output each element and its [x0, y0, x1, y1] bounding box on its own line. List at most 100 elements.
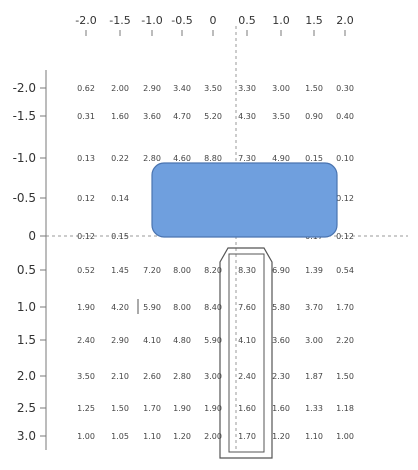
- grid-cell-value: 0.62: [77, 84, 95, 93]
- grid-cell-value: 1.70: [336, 303, 354, 312]
- grid-cell-value: 2.60: [143, 372, 161, 381]
- grid-cell-value: 0.12: [77, 194, 95, 203]
- overlay-shapes: [137, 162, 338, 459]
- grid-cell-value: 3.40: [173, 84, 191, 93]
- left-axis-tick-label: 0: [28, 229, 36, 243]
- grid-cell-value: 1.05: [111, 432, 129, 441]
- blue-rounded-block: [151, 162, 338, 238]
- grid-cell-value: 2.00: [111, 84, 129, 93]
- grid-cell-value: 1.70: [143, 404, 161, 413]
- grid-cell-value: 4.70: [173, 112, 191, 121]
- grid-cell-value: 3.00: [204, 372, 222, 381]
- grid-cell-value: 1.60: [238, 404, 256, 413]
- grid-cell-value: 2.90: [143, 84, 161, 93]
- grid-cell-value: 4.10: [143, 336, 161, 345]
- grid-cell-value: 3.50: [204, 84, 222, 93]
- grid-cell-value: 0.12: [336, 194, 354, 203]
- grid-cell-value: 0.12: [77, 232, 95, 241]
- grid-cell-value: 4.20: [111, 303, 129, 312]
- grid-cell-value: 1.60: [111, 112, 129, 121]
- grid-cell-value: 0.12: [336, 232, 354, 241]
- grid-cell-value: 6.90: [272, 266, 290, 275]
- grid-cell-value: 7.60: [238, 303, 256, 312]
- left-axis-tick-label: 0.5: [17, 263, 36, 277]
- left-axis-tick-label: 1.0: [17, 300, 36, 314]
- grid-cell-value: 4.30: [238, 112, 256, 121]
- left-axis-tick-label: 2.0: [17, 369, 36, 383]
- grid-cell-value: 3.30: [238, 84, 256, 93]
- left-axis-tick-label: -1.0: [13, 151, 36, 165]
- grid-cell-value: 8.00: [173, 303, 191, 312]
- grid-cell-value: 1.10: [305, 432, 323, 441]
- left-axis-tick-label: 2.5: [17, 401, 36, 415]
- grid-cell-value: 0.52: [77, 266, 95, 275]
- grid-cell-value: 3.60: [272, 336, 290, 345]
- grid-cell-value: 4.60: [173, 154, 191, 163]
- top-axis-tick-label: -1.0: [141, 14, 162, 27]
- grid-cell-value: 1.25: [77, 404, 95, 413]
- grid-cell-value: 1.18: [336, 404, 354, 413]
- axes: -2.0 -1.5 -1.0 -0.5 0 0.5 1.0 1.5 2.0 -2.0 -1.5 -1.…: [13, 14, 354, 450]
- grid-cell-value: 0.31: [77, 112, 95, 121]
- top-axis-tick-label: 0: [210, 14, 217, 27]
- grid-cell-value: 1.20: [272, 432, 290, 441]
- top-axis-tick-label: -1.5: [109, 14, 130, 27]
- grid-cell-value: 2.90: [111, 336, 129, 345]
- grid-cell-value: 0.15: [305, 154, 323, 163]
- grid-cell-value: 1.00: [77, 432, 95, 441]
- grid-cell-value: 1.20: [173, 432, 191, 441]
- grid-cell-value: 5.80: [272, 303, 290, 312]
- grid-cell-value: 0.15: [111, 232, 129, 241]
- grid-cell-value: 1.10: [143, 432, 161, 441]
- column-outline: [219, 247, 273, 459]
- grid-cell-value: 7.20: [143, 266, 161, 275]
- grid-cell-value: 2.00: [204, 432, 222, 441]
- grid-cell-value: 0.22: [111, 154, 129, 163]
- top-axis-tick-label: 1.5: [305, 14, 323, 27]
- grid-cell-value: 4.80: [173, 336, 191, 345]
- grid-cell-value: 1.90: [173, 404, 191, 413]
- grid-cell-value: 2.40: [77, 336, 95, 345]
- left-axis-tick-label: -2.0: [13, 81, 36, 95]
- grid-cell-value: 0.30: [336, 84, 354, 93]
- value-grid: 0.62 2.00 2.90 3.40 3.50 3.30 3.00 1.50 0.30 0.31…: [77, 84, 354, 441]
- grid-cell-value: 2.80: [143, 154, 161, 163]
- grid-cell-value: 3.50: [272, 112, 290, 121]
- grid-cell-value: 8.00: [173, 266, 191, 275]
- grid-cell-value: 4.10: [238, 336, 256, 345]
- column-inner-rect: [228, 253, 265, 453]
- left-axis-tick-label: -1.5: [13, 109, 36, 123]
- grid-cell-value: 1.50: [111, 404, 129, 413]
- grid-cell-value: 5.90: [204, 336, 222, 345]
- grid-cell-value: 3.00: [305, 336, 323, 345]
- grid-cell-value: 0.40: [336, 112, 354, 121]
- left-axis-tick-label: 3.0: [17, 429, 36, 443]
- grid-cell-value: 1.00: [336, 432, 354, 441]
- grid-cell-value: 1.90: [204, 404, 222, 413]
- grid-cell-value: 1.90: [77, 303, 95, 312]
- grid-cell-value: 1.33: [305, 404, 323, 413]
- grid-cell-value: 2.80: [173, 372, 191, 381]
- grid-cell-value: 0.54: [336, 266, 354, 275]
- grid-cell-value: 8.80: [204, 154, 222, 163]
- grid-cell-value: 8.40: [204, 303, 222, 312]
- grid-cell-value: 1.60: [272, 404, 290, 413]
- grid-cell-value: 3.50: [77, 372, 95, 381]
- grid-cell-value: 1.50: [336, 372, 354, 381]
- left-axis-tick-label: 1.5: [17, 333, 36, 347]
- grid-cell-value: 3.00: [272, 84, 290, 93]
- grid-cell-value: 0.10: [336, 154, 354, 163]
- top-axis-tick-label: -2.0: [75, 14, 96, 27]
- top-axis-tick-label: 1.0: [272, 14, 290, 27]
- left-axis-tick-label: -0.5: [13, 191, 36, 205]
- grid-cell-value: 1.50: [305, 84, 323, 93]
- grid-cell-value: 8.30: [238, 266, 256, 275]
- grid-cell-value: 4.90: [272, 154, 290, 163]
- grid-cell-value: 2.20: [336, 336, 354, 345]
- grid-cell-value: 5.90: [143, 303, 161, 312]
- grid-cell-value: 2.30: [272, 372, 290, 381]
- grid-cell-value: 2.40: [238, 372, 256, 381]
- grid-cell-value: 0.90: [305, 112, 323, 121]
- top-axis-tick-label: 0.5: [238, 14, 256, 27]
